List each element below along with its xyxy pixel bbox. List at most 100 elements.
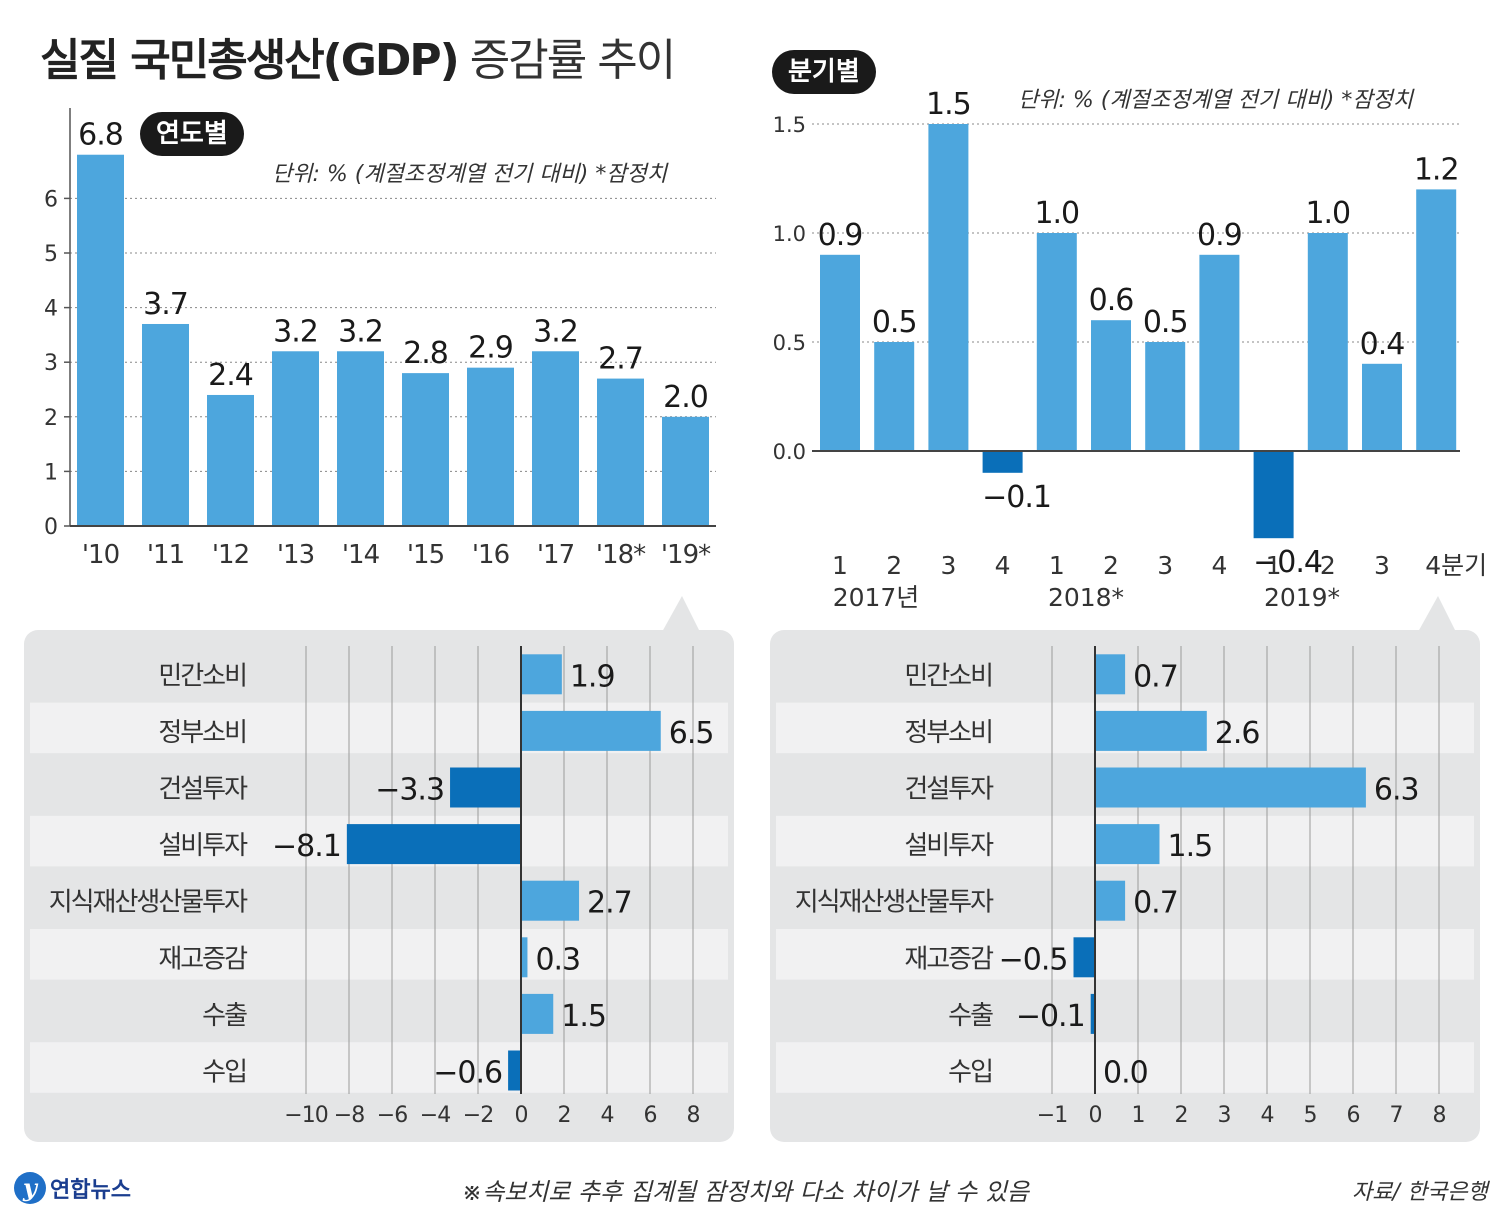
quarterly-components-value-label: 0.7 [1133, 886, 1178, 921]
annual-bar [402, 373, 449, 526]
annual-ytick-label: 5 [44, 242, 58, 267]
annual-value-label: 3.2 [338, 314, 383, 349]
quarterly-components-row-stripe [776, 1042, 1474, 1093]
annual-bar [532, 351, 579, 526]
annual-bar [207, 394, 254, 526]
annual-components-bar [521, 654, 562, 695]
quarterly-category-label: 4분기 [1425, 551, 1487, 580]
annual-components-value-label: −0.6 [433, 1056, 502, 1091]
logo-text: 연합뉴스 [50, 1178, 131, 1203]
quarterly-components-category-label: 수입 [948, 1058, 992, 1088]
quarterly-bar [820, 254, 860, 451]
quarterly-bar [1416, 189, 1457, 451]
quarterly-components-xtick-label: 5 [1304, 1103, 1317, 1128]
quarterly-category-label: 1 [1266, 551, 1282, 580]
quarterly-value-label: 0.5 [1143, 305, 1188, 340]
quarterly-components-category-label: 지식재산생산물투자 [795, 888, 994, 918]
annual-value-label: 3.2 [273, 314, 318, 349]
quarterly-year-label: 2017년 [833, 583, 920, 612]
quarterly-value-label: 0.9 [818, 218, 863, 253]
quarterly-ytick-label: 0.0 [773, 440, 806, 464]
annual-value-label: 2.4 [208, 358, 253, 393]
quarterly-category-label: 2 [1103, 551, 1119, 580]
annual-components-value-label: 1.9 [570, 659, 615, 694]
annual-components-xtick-label: −2 [463, 1103, 493, 1128]
quarterly-components-xtick-label: 2 [1175, 1103, 1188, 1128]
annual-ytick-label: 1 [44, 460, 58, 485]
annual-components-category-label: 건설투자 [158, 775, 248, 805]
quarterly-components-value-label: −0.1 [1016, 999, 1085, 1034]
annual-components-category-label: 수입 [202, 1058, 246, 1088]
quarterly-components-bar [1090, 993, 1095, 1034]
annual-value-label: 2.9 [468, 331, 513, 366]
quarterly-bar [928, 124, 969, 451]
annual-components-xtick-label: −8 [334, 1103, 364, 1128]
annual-components-xtick-label: 8 [687, 1103, 700, 1128]
quarterly-callout-pointer [1418, 596, 1456, 632]
quarterly-components-category-label: 설비투자 [904, 831, 994, 861]
annual-bar [272, 351, 319, 526]
annual-bar [77, 154, 124, 526]
annual-components-bar [521, 880, 580, 921]
annual-components-xtick-label: 0 [515, 1103, 528, 1128]
quarterly-bar [874, 342, 915, 451]
quarterly-value-label: 0.5 [872, 305, 917, 340]
annual-bar [467, 367, 514, 526]
annual-components-xtick-label: 4 [601, 1103, 614, 1128]
annual-components-value-label: 0.3 [535, 942, 580, 977]
quarterly-components-xtick-label: 8 [1433, 1103, 1446, 1128]
quarterly-bar [1253, 451, 1294, 539]
annual-bar [142, 323, 189, 526]
quarterly-components-bar [1095, 767, 1366, 808]
annual-components-xtick-label: −10 [284, 1103, 327, 1128]
annual-ytick-label: 2 [44, 406, 58, 431]
quarterly-components-bar [1095, 710, 1207, 751]
annual-category-label: '12 [212, 540, 249, 570]
annual-category-label: '17 [537, 540, 574, 570]
annual-bar [337, 351, 384, 526]
quarterly-label: 분기별 [772, 50, 876, 94]
annual-components-bar [521, 937, 528, 978]
quarterly-components-category-label: 건설투자 [904, 775, 994, 805]
quarterly-bar [982, 451, 1023, 473]
annual-category-label: '14 [342, 540, 380, 570]
annual-category-label: '13 [277, 540, 314, 570]
annual-components-category-label: 민간소비 [158, 661, 246, 691]
annual-category-label: '15 [407, 540, 444, 570]
quarterly-value-label: 1.5 [926, 87, 971, 122]
annual-ytick-label: 0 [44, 515, 58, 540]
quarterly-components-value-label: 6.3 [1374, 773, 1419, 808]
quarterly-bar [1307, 233, 1348, 451]
quarterly-components-category-label: 정부소비 [904, 718, 992, 748]
quarterly-year-label: 2018* [1048, 583, 1124, 612]
annual-label: 연도별 [140, 112, 244, 156]
source-note: 자료/ 한국은행 [1352, 1180, 1488, 1205]
quarterly-bar [1199, 254, 1240, 451]
quarterly-value-label: 0.4 [1360, 327, 1405, 362]
quarterly-bar [1145, 342, 1186, 451]
annual-category-label: '19* [661, 540, 711, 570]
annual-category-label: '11 [147, 540, 184, 570]
annual-value-label: 2.7 [598, 342, 643, 377]
annual-callout-pointer [662, 596, 700, 632]
quarterly-category-label: 3 [1157, 551, 1173, 580]
annual-category-label: '10 [82, 540, 119, 570]
annual-category-label: '18* [596, 540, 646, 570]
annual-components-xtick-label: 6 [644, 1103, 657, 1128]
annual-components-bar [450, 767, 521, 808]
annual-value-label: 6.8 [78, 118, 123, 153]
quarterly-category-label: 2 [1320, 551, 1336, 580]
quarterly-value-label: 1.0 [1034, 196, 1079, 231]
quarterly-components-xtick-label: 6 [1347, 1103, 1360, 1128]
annual-components-category-label: 수출 [202, 1001, 247, 1031]
quarterly-unit-note: 단위: % (계절조정계열 전기 대비) *잠정치 [1018, 88, 1414, 113]
quarterly-bar [1036, 233, 1077, 451]
annual-unit-note: 단위: % (계절조정계열 전기 대비) *잠정치 [272, 162, 668, 187]
annual-components-xtick-label: 2 [558, 1103, 571, 1128]
quarterly-components-xtick-label: 0 [1089, 1103, 1102, 1128]
quarterly-components-value-label: 2.6 [1215, 716, 1260, 751]
quarterly-components-xtick-label: 3 [1218, 1103, 1231, 1128]
logo-icon: y [14, 1172, 46, 1204]
quarterly-components-xtick-label: −1 [1037, 1103, 1067, 1128]
quarterly-year-label: 2019* [1264, 583, 1340, 612]
